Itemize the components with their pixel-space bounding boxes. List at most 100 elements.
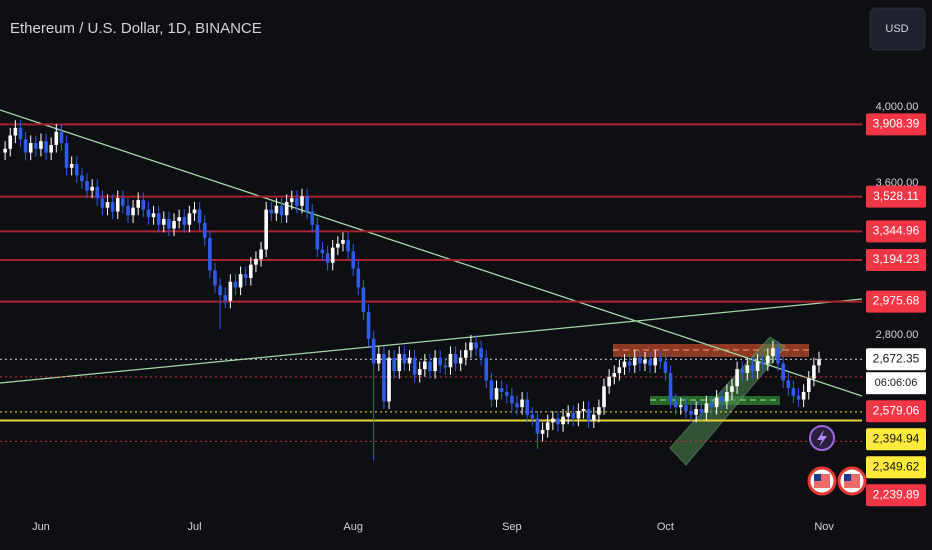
candle-body <box>545 422 550 430</box>
candle-body <box>172 220 176 229</box>
candle-body <box>228 281 233 301</box>
candle-body <box>387 357 391 402</box>
candle-body <box>330 247 335 263</box>
candle-body <box>295 198 299 206</box>
candle-body <box>249 264 253 278</box>
candle-body <box>648 359 652 366</box>
candle-body <box>417 369 422 375</box>
level-tag-label: 3,194.23 <box>873 252 920 266</box>
countdown-label: 06:06:06 <box>875 377 918 389</box>
level-tag-label: 3,908.39 <box>873 117 920 131</box>
candle-body <box>817 359 821 366</box>
candle-body <box>638 357 642 364</box>
candle-body <box>325 253 330 263</box>
flag-icon-canton <box>814 474 821 481</box>
candle-body <box>238 274 243 288</box>
candle-body <box>591 414 596 421</box>
candle-body <box>351 251 355 269</box>
currency-button[interactable] <box>869 7 926 51</box>
candle-body <box>689 410 693 415</box>
candle-body <box>750 365 755 372</box>
candle-body <box>95 186 100 199</box>
currency-label[interactable]: USD <box>885 23 908 35</box>
candle-body <box>131 207 135 216</box>
candle-body <box>684 405 688 411</box>
candle-body <box>182 217 187 225</box>
candle-body <box>80 175 84 182</box>
candle-body <box>627 361 632 366</box>
candle-body <box>402 353 407 364</box>
candle-body <box>136 200 141 208</box>
candle-body <box>653 357 658 366</box>
candle-body <box>786 380 791 389</box>
candle-body <box>428 361 432 372</box>
candle-body <box>23 139 28 153</box>
candle-body <box>781 363 785 381</box>
level-tag-label: 3,528.11 <box>873 189 919 203</box>
candle-body <box>208 238 212 271</box>
level-tag <box>866 456 926 479</box>
candle-body <box>766 355 770 364</box>
candle-body <box>607 376 611 387</box>
candle-body <box>34 143 38 149</box>
candle-body <box>39 141 43 149</box>
x-tick-label: Jun <box>32 521 50 533</box>
candle-body <box>121 198 125 206</box>
candle-body <box>812 365 816 379</box>
candle-body <box>499 388 504 392</box>
candle-body <box>18 127 23 140</box>
candle-body <box>791 388 796 396</box>
candle-body <box>453 353 458 364</box>
level-tag-label: 2,239.89 <box>873 487 920 501</box>
level-tag <box>866 348 926 371</box>
chart-title: Ethereum / U.S. Dollar, 1D, BINANCE <box>10 20 262 37</box>
candle-body <box>458 357 463 364</box>
level-tag <box>866 400 926 423</box>
candle-body <box>254 258 258 265</box>
candle-body <box>346 239 350 252</box>
candle-body <box>510 395 514 404</box>
level-tag <box>866 249 926 272</box>
level-tag-label: 2,349.62 <box>873 459 920 473</box>
candle-body <box>162 219 166 225</box>
candle-body <box>643 359 647 364</box>
candle-body <box>274 205 279 214</box>
candle-body <box>300 196 304 206</box>
candle-body <box>612 372 617 377</box>
candle-body <box>197 209 202 223</box>
candle-body <box>423 361 427 370</box>
candle-body <box>13 127 18 136</box>
countdown-tag <box>866 372 926 395</box>
candle-body <box>412 357 417 375</box>
candle-body <box>366 312 371 339</box>
candle-body <box>663 361 668 373</box>
candle-body <box>310 211 315 225</box>
candle-body <box>551 418 555 423</box>
candle-body <box>361 287 366 313</box>
candle-body <box>776 348 780 364</box>
level-tag-label: 2,672.35 <box>873 351 920 365</box>
candle-body <box>223 295 228 301</box>
candle-body <box>146 209 151 218</box>
candle-body <box>602 386 606 408</box>
candle-body <box>233 281 238 288</box>
candle-body <box>745 365 750 373</box>
candle-body <box>320 249 325 254</box>
candle-body <box>126 205 130 216</box>
candle-body <box>571 412 576 419</box>
candle-body <box>576 410 581 419</box>
candle-body <box>356 268 361 288</box>
candle-body <box>305 196 309 212</box>
candle-body <box>725 391 729 402</box>
candle-body <box>494 388 499 400</box>
candle-body <box>479 348 483 358</box>
candle-body <box>151 213 156 218</box>
level-tag-label: 2,579.06 <box>873 403 920 417</box>
candle-body <box>115 198 120 212</box>
candle-body <box>64 143 69 168</box>
trend-line <box>0 109 863 397</box>
candle-body <box>105 201 110 208</box>
candle-body <box>525 399 530 415</box>
candle-body <box>617 367 622 373</box>
